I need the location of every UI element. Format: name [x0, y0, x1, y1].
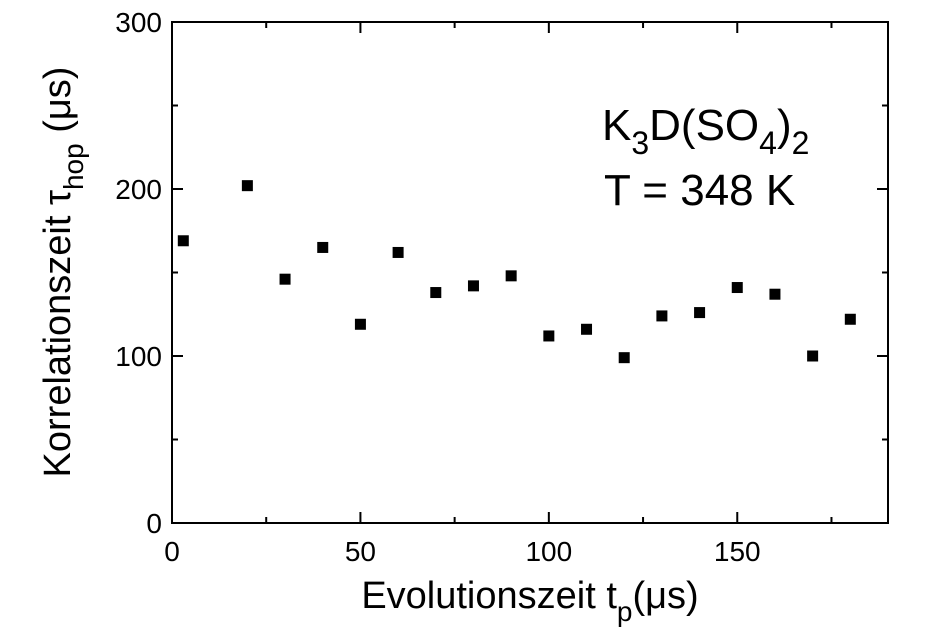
formula-subscript: 3 [631, 125, 649, 161]
data-point [581, 323, 593, 335]
formula-subscript: 2 [792, 125, 810, 161]
y-tick-label: 200 [115, 174, 162, 205]
plot-frame [171, 21, 889, 524]
y-axis-label: Korrelationszeit τhop (μs) [37, 67, 89, 478]
data-point [807, 350, 819, 362]
compound-annotation: K3D(SO4)2 [602, 101, 809, 161]
data-point [430, 287, 442, 299]
data-point [279, 273, 291, 285]
y-tick-label: 300 [115, 7, 162, 38]
data-point [505, 270, 517, 282]
temperature-annotation: T = 348 K [604, 166, 795, 215]
x-tick-label: 150 [714, 536, 761, 567]
data-point [543, 330, 555, 342]
y-tick-label: 100 [115, 341, 162, 372]
y-axis-label-sub: hop [58, 143, 89, 190]
x-axis-label: Evolutionszeit tp(μs) [361, 575, 698, 627]
x-axis-label-sub: p [617, 596, 633, 627]
data-point [354, 318, 366, 330]
data-point [656, 310, 668, 322]
data-point [618, 352, 630, 364]
data-point [769, 288, 781, 300]
x-tick-label: 100 [525, 536, 572, 567]
formula-subscript: 4 [759, 125, 777, 161]
formula-text: K [602, 101, 631, 150]
data-point [317, 241, 329, 253]
x-tick-label: 0 [164, 536, 180, 567]
tick-labels: 0 50 100 150 0 100 200 300 [115, 7, 760, 567]
y-axis-label-main: Korrelationszeit τ [37, 190, 79, 477]
formula-text: D(SO [649, 101, 759, 150]
data-point [731, 282, 743, 294]
x-axis-label-main: Evolutionszeit t [361, 575, 617, 617]
data-point [844, 313, 856, 325]
x-tick-label: 50 [345, 536, 376, 567]
axis-ticks [171, 21, 888, 524]
data-points [177, 180, 856, 364]
data-point [392, 246, 404, 258]
y-tick-label: 0 [146, 508, 162, 539]
data-point [467, 280, 479, 292]
formula-text: ) [777, 101, 792, 150]
x-axis-label-unit: (μs) [632, 575, 698, 617]
data-point [694, 307, 706, 319]
data-point [177, 235, 189, 247]
data-point [241, 180, 253, 192]
y-axis-label-unit: (μs) [37, 67, 79, 144]
